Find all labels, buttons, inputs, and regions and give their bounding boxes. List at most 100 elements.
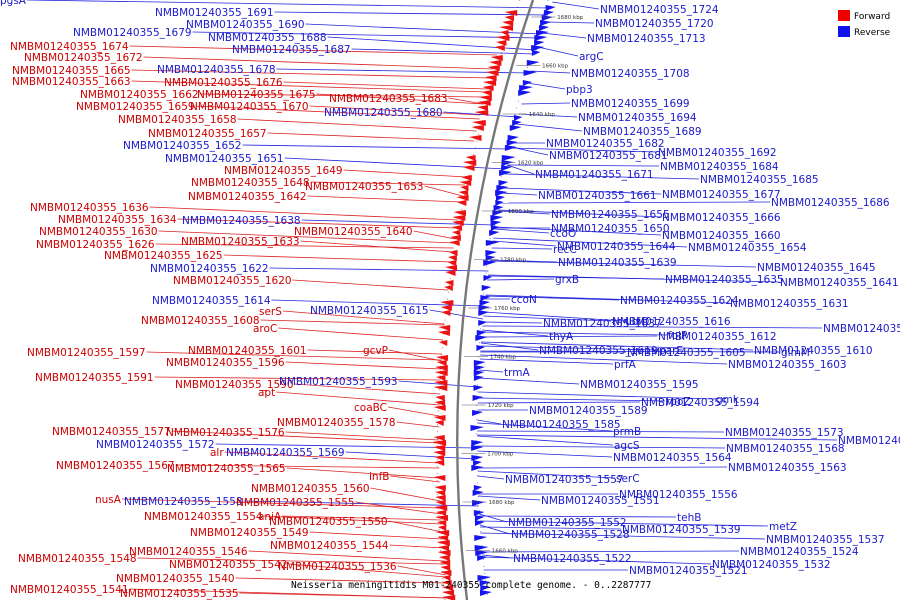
gene-label: NMBM01240355_1552 bbox=[508, 517, 627, 529]
scale-tick-label: 1740 kbp bbox=[490, 355, 516, 361]
gene-label: NMBM01240355_1655 bbox=[551, 209, 670, 221]
gene-label: glmM bbox=[781, 347, 810, 359]
gene-label: metZ bbox=[769, 521, 797, 533]
connector-line bbox=[530, 70, 571, 74]
connector-line bbox=[154, 376, 441, 381]
gene-label: NMBM01240355_1637 bbox=[543, 318, 662, 330]
gene-label: NMBM01240355_1548 bbox=[18, 553, 137, 565]
gene-label: NMBM01240355_1631 bbox=[730, 298, 849, 310]
gene-label: apt bbox=[258, 387, 275, 399]
gene-label: NMBM01240355_1556 bbox=[619, 489, 738, 501]
forward-gene-feature bbox=[444, 285, 453, 291]
reverse-gene-feature bbox=[472, 500, 486, 506]
connector-line bbox=[316, 93, 484, 105]
connector-line bbox=[370, 487, 441, 502]
gene-label: NMBM01240355_1652 bbox=[123, 140, 242, 152]
gene-label: NMBM01240355_1633 bbox=[181, 236, 300, 248]
gene-label: NMBM01240355_1630 bbox=[39, 226, 158, 238]
gene-label: gcvP bbox=[363, 345, 388, 357]
connector-line bbox=[516, 123, 583, 132]
gene-label: NMBM01240355_1597 bbox=[27, 347, 146, 359]
gene-label: NMBM01240355_1524 bbox=[740, 546, 859, 558]
reverse-gene-feature bbox=[498, 180, 509, 186]
gene-label: NMBM01240355_1672 bbox=[24, 52, 143, 64]
connector-line bbox=[345, 451, 478, 460]
connector-line bbox=[175, 464, 440, 469]
gene-label: tehB bbox=[677, 512, 701, 524]
connector-line bbox=[309, 105, 481, 116]
connector-line bbox=[482, 556, 712, 565]
reverse-gene-feature bbox=[473, 375, 484, 381]
gene-label: NMBM01240355_1585 bbox=[502, 419, 621, 431]
gene-label: NMBM01240355_1521 bbox=[629, 565, 748, 577]
connector-line bbox=[490, 259, 558, 263]
forward-gene-feature bbox=[482, 85, 494, 91]
gene-label: NMBM01240355_1645 bbox=[757, 262, 876, 274]
reverse-gene-feature bbox=[478, 320, 488, 326]
gene-label: NMBM01240355_1565 bbox=[167, 463, 286, 475]
connector-line bbox=[480, 532, 766, 540]
connector-line bbox=[195, 105, 480, 120]
gene-label: NMBM01240355_1612 bbox=[658, 331, 777, 343]
reverse-gene-feature bbox=[479, 580, 491, 586]
gene-label: coaBC bbox=[354, 402, 387, 414]
forward-gene-feature bbox=[437, 525, 447, 531]
gene-label: NMBM01240355_1659 bbox=[76, 101, 195, 113]
forward-gene-feature bbox=[436, 375, 446, 381]
connector-line bbox=[480, 345, 659, 351]
forward-gene-feature bbox=[438, 325, 451, 331]
connector-line bbox=[481, 331, 668, 336]
reverse-gene-feature bbox=[472, 490, 484, 496]
gene-label: ccoN bbox=[511, 294, 537, 306]
forward-gene-feature bbox=[452, 230, 461, 236]
gene-label: aniA bbox=[258, 511, 282, 523]
connector-line bbox=[481, 335, 658, 338]
connector-line bbox=[482, 321, 543, 324]
connector-line bbox=[479, 513, 508, 523]
forward-gene-feature bbox=[434, 505, 448, 511]
gene-label: NMBM01240355_1686 bbox=[771, 197, 890, 209]
reverse-gene-feature bbox=[523, 70, 538, 76]
gene-label: NMBM01240355_1689 bbox=[583, 126, 702, 138]
reverse-gene-feature bbox=[483, 275, 493, 281]
gene-label: grxB bbox=[555, 274, 579, 286]
forward-gene-feature bbox=[438, 340, 448, 346]
connector-line bbox=[239, 592, 449, 599]
gene-label: gmk bbox=[716, 394, 740, 406]
connector-line bbox=[501, 192, 538, 196]
reverse-gene-feature bbox=[534, 40, 545, 46]
connector-line bbox=[478, 495, 541, 501]
forward-gene-feature bbox=[435, 495, 446, 501]
gene-label: NMBM01240355_1660 bbox=[662, 230, 781, 242]
forward-gene-feature bbox=[433, 450, 446, 456]
gene-label: NMBM01240355_1674 bbox=[10, 41, 129, 53]
gene-label: NMBM01240355_1537 bbox=[766, 534, 885, 546]
forward-gene-feature bbox=[440, 305, 452, 311]
connector-line bbox=[294, 383, 441, 395]
reverse-gene-feature bbox=[480, 590, 493, 596]
forward-gene-feature bbox=[436, 355, 448, 361]
connector-line bbox=[489, 260, 757, 268]
reverse-gene-feature bbox=[480, 295, 491, 301]
gene-label: NMBM01240355_1651 bbox=[165, 153, 284, 165]
reverse-gene-feature bbox=[519, 85, 534, 91]
gene-label: NMBM01240355_1549 bbox=[190, 527, 309, 539]
gene-label: NMBM01240355_1685 bbox=[700, 174, 819, 186]
forward-gene-feature bbox=[482, 80, 497, 86]
gene-label: NMBM01240355_1663 bbox=[12, 76, 131, 88]
connector-line bbox=[494, 228, 550, 234]
forward-gene-feature bbox=[435, 530, 450, 536]
forward-gene-feature bbox=[435, 420, 444, 426]
gene-label: NMBM01240355_1590 bbox=[175, 379, 294, 391]
reverse-gene-feature bbox=[489, 230, 500, 236]
forward-gene-feature bbox=[490, 55, 503, 61]
reverse-gene-feature bbox=[471, 445, 484, 451]
gene-label: NMBM01240355_1639 bbox=[558, 257, 677, 269]
connector-line bbox=[271, 299, 485, 307]
forward-gene-feature bbox=[436, 510, 447, 516]
gene-label: nusA bbox=[95, 494, 122, 506]
gene-label: NMBM01240355_1542 bbox=[169, 559, 288, 571]
reverse-gene-feature bbox=[477, 555, 488, 561]
gene-label: NMBM01240355_1605 bbox=[627, 347, 746, 359]
reverse-gene-feature bbox=[504, 145, 517, 151]
